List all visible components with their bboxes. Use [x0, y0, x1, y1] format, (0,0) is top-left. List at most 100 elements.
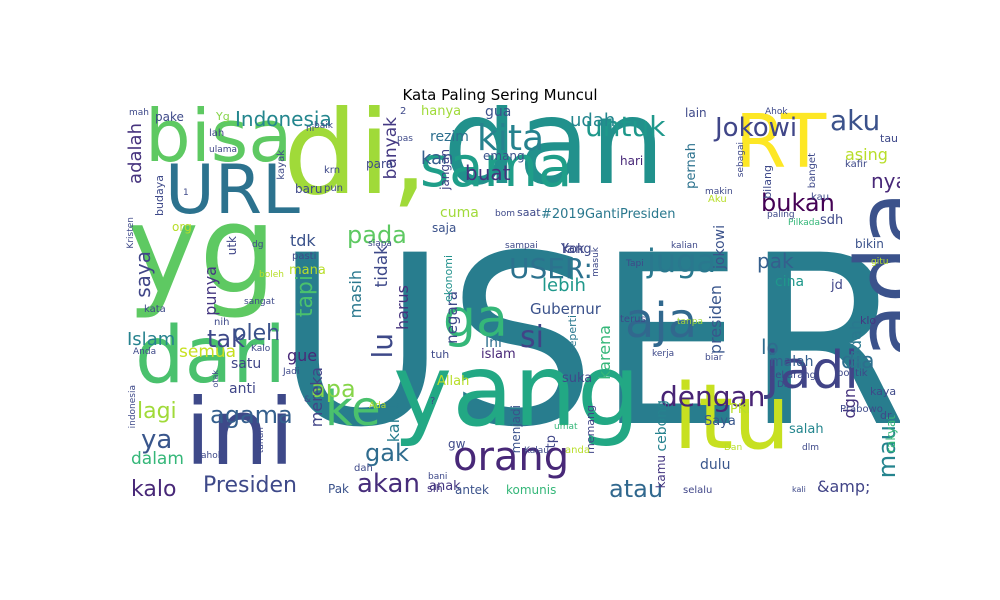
- cloud-word: kau: [811, 192, 830, 203]
- cloud-word: malah: [770, 354, 814, 370]
- cloud-word: kerja: [652, 349, 675, 359]
- cloud-word: anti: [229, 381, 256, 397]
- cloud-word: Indonesia: [235, 107, 332, 131]
- cloud-word: krn: [324, 165, 341, 176]
- cloud-word: masuk: [591, 247, 601, 277]
- cloud-word: lagi: [137, 399, 177, 424]
- cloud-word: Islam: [127, 329, 176, 350]
- cloud-word: ni: [306, 124, 315, 134]
- cloud-word: gw: [448, 437, 466, 451]
- cloud-word: kan: [421, 148, 454, 169]
- cloud-word: kafir: [845, 159, 868, 170]
- cloud-word: para: [366, 157, 394, 171]
- cloud-word: dlm: [802, 443, 819, 453]
- cloud-word: tdk: [290, 231, 316, 250]
- cloud-word: ga: [443, 289, 508, 349]
- cloud-word: 1: [183, 188, 189, 198]
- cloud-word: lah: [209, 128, 225, 139]
- cloud-word: tak: [207, 325, 246, 353]
- cloud-word: agama: [210, 401, 293, 429]
- cloud-word: URL: [165, 151, 300, 230]
- cloud-word: lain: [685, 106, 707, 120]
- cloud-word: pake: [155, 110, 184, 124]
- cloud-word: kayak: [276, 150, 287, 180]
- cloud-word: pada: [347, 221, 407, 249]
- cloud-word: semua: [179, 342, 237, 362]
- cloud-word: Allah: [437, 374, 470, 389]
- cloud-word: ahok: [201, 451, 223, 461]
- cloud-word: yg: [127, 179, 277, 321]
- cloud-word: tidak: [372, 245, 392, 288]
- cloud-word: aja: [625, 293, 698, 349]
- cloud-word: sama: [420, 135, 573, 200]
- cloud-word: dg: [252, 240, 264, 250]
- cloud-word: umat: [554, 422, 578, 432]
- cloud-word: USER: [275, 206, 900, 479]
- cloud-word: jokowi: [712, 225, 728, 269]
- cloud-word: &amp;: [817, 477, 871, 496]
- cloud-word: bisa: [145, 105, 293, 178]
- cloud-word: Saya: [704, 414, 736, 429]
- cloud-word: antek: [455, 483, 489, 497]
- cloud-word: terus: [620, 314, 646, 325]
- cloud-word: kamu: [654, 455, 668, 489]
- cloud-word: adalah: [125, 123, 146, 184]
- cloud-word: Aku: [708, 194, 727, 205]
- cloud-word: seperti: [566, 315, 579, 354]
- cloud-word: gak: [365, 439, 409, 467]
- cloud-word: islam: [481, 347, 516, 362]
- cloud-word: hanya: [421, 105, 462, 119]
- cloud-word: kali: [792, 485, 806, 494]
- cloud-word: asing: [845, 145, 888, 164]
- cloud-word: punya: [201, 266, 220, 316]
- cloud-word: pas: [397, 134, 413, 144]
- cloud-word: sebagai: [736, 142, 746, 178]
- cloud-word: Dan: [724, 443, 743, 453]
- cloud-word: apa: [311, 375, 356, 403]
- cloud-word: kita: [477, 118, 545, 159]
- cloud-word: PKI: [730, 402, 751, 417]
- cloud-word: politik: [837, 368, 868, 379]
- cloud-word: untuk: [585, 110, 666, 143]
- cloud-word: pak: [757, 249, 794, 273]
- cloud-word: lebih: [542, 275, 586, 296]
- cloud-word: udah: [570, 110, 616, 131]
- cloud-word: paling: [767, 210, 795, 220]
- cloud-word: akan: [357, 469, 420, 499]
- cloud-word: sih: [427, 482, 443, 495]
- cloud-word: baik: [314, 121, 333, 131]
- cloud-word: dulu: [700, 457, 731, 473]
- cloud-word: biar: [705, 353, 723, 363]
- cloud-word: sampai: [505, 241, 538, 251]
- cloud-word: saat: [517, 206, 541, 219]
- cloud-word: nya: [871, 169, 900, 193]
- cloud-word: bom: [495, 209, 515, 219]
- cloud-word: Tapi: [626, 259, 644, 269]
- cloud-word: dia: [841, 349, 875, 374]
- cloud-word: saya: [131, 251, 155, 298]
- cloud-word: juga: [647, 242, 717, 280]
- cloud-word: dr: [880, 409, 892, 422]
- cloud-word: siapa: [368, 239, 392, 249]
- cloud-word: nih: [214, 317, 230, 328]
- cloud-word: pernah: [684, 143, 699, 189]
- cloud-word: atau: [609, 475, 664, 500]
- cloud-word: Anda: [133, 347, 157, 357]
- cloud-word: tuh: [431, 348, 450, 361]
- cloud-word: si: [520, 320, 544, 355]
- cloud-word: Ini: [485, 335, 502, 351]
- cloud-word: Di: [777, 380, 787, 390]
- cloud-word: Prabowo: [840, 404, 883, 415]
- cloud-word: cina: [775, 274, 805, 290]
- cloud-word: dari: [135, 311, 287, 401]
- cloud-word: baru: [295, 182, 323, 196]
- cloud-word: sdh: [820, 213, 844, 228]
- cloud-word: ekonomi: [442, 255, 455, 302]
- cloud-word: tanpa: [677, 317, 703, 327]
- cloud-word: bani: [428, 472, 448, 482]
- cloud-word: jd: [831, 278, 843, 293]
- cloud-word: budaya: [153, 175, 166, 216]
- cloud-word: kalo: [131, 477, 177, 501]
- cloud-word: salah: [789, 422, 824, 437]
- cloud-word: Jadi: [283, 367, 300, 377]
